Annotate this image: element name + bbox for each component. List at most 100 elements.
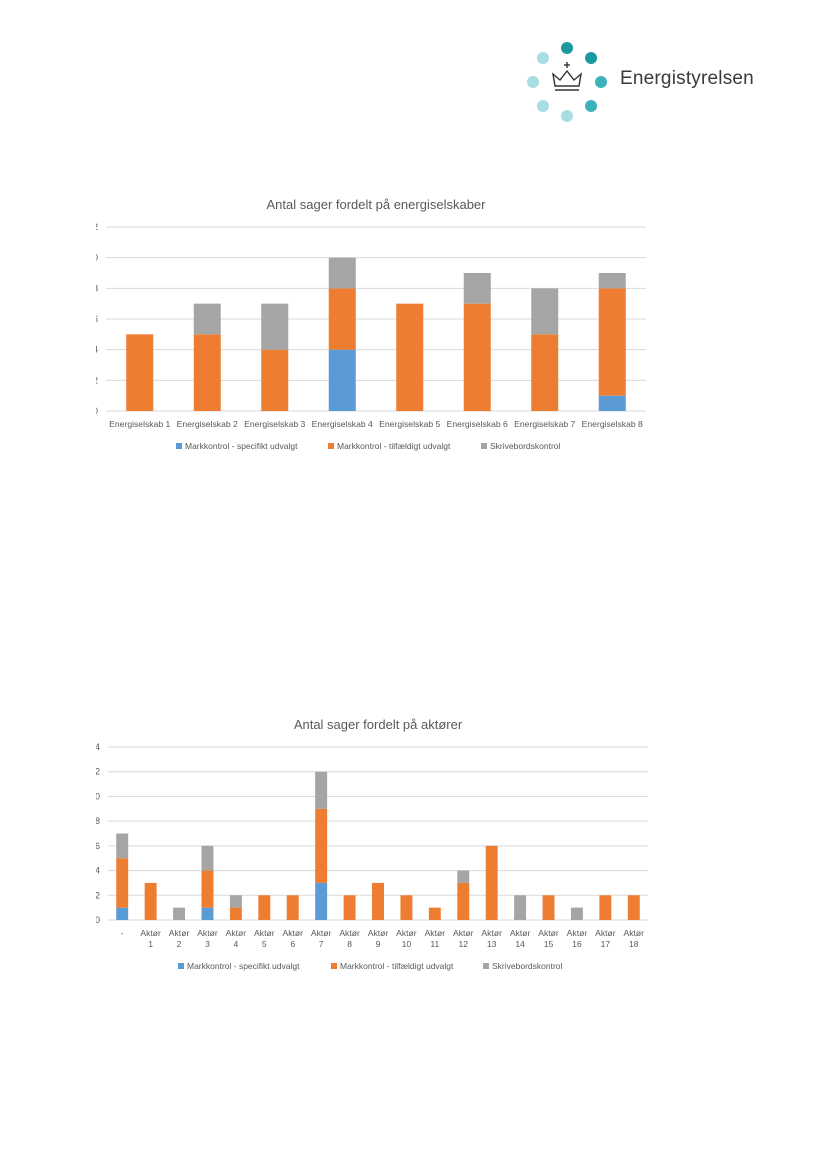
x-tick-label: 6 <box>290 939 295 949</box>
bar-segment <box>328 288 356 350</box>
y-tick-label: 10 <box>96 791 100 801</box>
x-tick-label: 10 <box>402 939 412 949</box>
legend-swatch <box>481 443 487 449</box>
x-tick-label: 14 <box>515 939 525 949</box>
legend-label: Markkontrol - specifikt udvalgt <box>185 441 298 451</box>
bar-segment <box>261 349 289 411</box>
bar-segment <box>599 895 612 920</box>
logo-dot <box>585 100 598 113</box>
logo-dot <box>561 42 573 54</box>
bar-segment <box>531 334 559 411</box>
bar-segment <box>193 334 221 411</box>
legend-label: Markkontrol - tilfældigt udvalgt <box>337 441 451 451</box>
x-tick-label: Aktør <box>538 928 559 938</box>
bar-segment <box>428 907 441 920</box>
bar-segment <box>173 907 186 920</box>
x-tick-label: Aktør <box>425 928 446 938</box>
x-tick-label: Energiselskab 4 <box>312 419 373 429</box>
bar-segment <box>485 845 498 920</box>
x-tick-label: 11 <box>430 939 439 949</box>
y-tick-label: 12 <box>96 222 98 232</box>
chart-title: Antal sager fordelt på aktører <box>294 717 463 732</box>
bar-segment <box>258 895 271 920</box>
bar-segment <box>598 395 626 411</box>
x-tick-label: 1 <box>148 939 153 949</box>
x-tick-label: Energiselskab 3 <box>244 419 305 429</box>
x-tick-label: 13 <box>487 939 497 949</box>
y-tick-label: 0 <box>96 915 100 925</box>
x-tick-label: Aktør <box>311 928 332 938</box>
x-tick-label: 8 <box>347 939 352 949</box>
bar-segment <box>126 334 154 411</box>
y-tick-label: 10 <box>96 253 98 263</box>
bar-segment <box>570 907 583 920</box>
logo-dot <box>561 110 573 122</box>
bar-segment <box>315 771 328 809</box>
bar-segment <box>116 858 129 908</box>
x-tick-label: Energiselskab 7 <box>514 419 575 429</box>
bar-segment <box>315 882 328 920</box>
x-tick-label: Aktør <box>226 928 247 938</box>
logo-dot <box>595 76 607 88</box>
y-tick-label: 0 <box>96 406 98 416</box>
logo-dot <box>536 100 549 113</box>
y-tick-label: 4 <box>96 345 98 355</box>
legend-swatch <box>178 963 184 969</box>
x-tick-label: Aktør <box>197 928 218 938</box>
x-tick-label: Energiselskab 2 <box>177 419 238 429</box>
x-tick-label: 9 <box>376 939 381 949</box>
x-tick-label: Energiselskab 1 <box>109 419 170 429</box>
bar-segment <box>627 895 640 920</box>
bar-segment <box>144 882 157 920</box>
bar-segment <box>598 273 626 289</box>
legend-swatch <box>331 963 337 969</box>
bar-segment <box>229 895 242 908</box>
crown-body <box>551 69 583 87</box>
legend-label: Skrivebordskontrol <box>492 961 563 971</box>
bar-segment <box>315 808 328 883</box>
x-tick-label: - <box>121 928 124 938</box>
x-tick-label: Aktør <box>510 928 531 938</box>
x-tick-label: 4 <box>234 939 239 949</box>
x-tick-label: Energiselskab 5 <box>379 419 440 429</box>
x-tick-label: Aktør <box>254 928 275 938</box>
chart-aktoerer-svg: Antal sager fordelt på aktører0246810121… <box>90 717 648 971</box>
y-tick-label: 6 <box>96 314 98 324</box>
bar-segment <box>201 907 214 920</box>
bar-segment <box>372 882 384 920</box>
bar-segment <box>261 303 289 350</box>
x-tick-label: 3 <box>205 939 210 949</box>
y-tick-label: 2 <box>96 375 98 385</box>
legend-swatch <box>483 963 489 969</box>
x-tick-label: Aktør <box>282 928 303 938</box>
x-tick-label: Aktør <box>140 928 161 938</box>
chart-energiselskaber: Antal sager fordelt på energiselskaber 0 2… <box>88 190 656 460</box>
x-tick-label: 18 <box>629 939 639 949</box>
legend-label: Markkontrol - specifikt udvalgt <box>187 961 300 971</box>
bar-segment <box>463 303 491 411</box>
x-tick-label: 16 <box>572 939 582 949</box>
logo-dot <box>527 76 539 88</box>
bar-segment <box>457 882 470 920</box>
bar-segment <box>328 349 356 411</box>
logo-dot <box>536 51 549 64</box>
chart-energiselskaber-svg: Antal sager fordelt på energiselskaber 0 2… <box>88 197 646 451</box>
legend-swatch <box>328 443 334 449</box>
bar-segment <box>463 273 491 304</box>
bar-segment <box>229 907 242 920</box>
bar-segment <box>286 895 299 920</box>
x-tick-label: Aktør <box>624 928 645 938</box>
x-tick-label: 15 <box>544 939 554 949</box>
bar-segment <box>193 303 221 335</box>
x-tick-label: 2 <box>177 939 182 949</box>
x-tick-label: Aktør <box>481 928 502 938</box>
bar-segment <box>514 895 527 920</box>
x-tick-label: 17 <box>601 939 611 949</box>
x-tick-label: Aktør <box>567 928 588 938</box>
x-tick-label: Energiselskab 6 <box>447 419 508 429</box>
x-tick-label: Aktør <box>453 928 474 938</box>
crown-dots-logo-icon <box>527 42 607 122</box>
bar-segment <box>201 870 214 908</box>
x-tick-label: 5 <box>262 939 267 949</box>
y-tick-label: 4 <box>96 866 100 876</box>
